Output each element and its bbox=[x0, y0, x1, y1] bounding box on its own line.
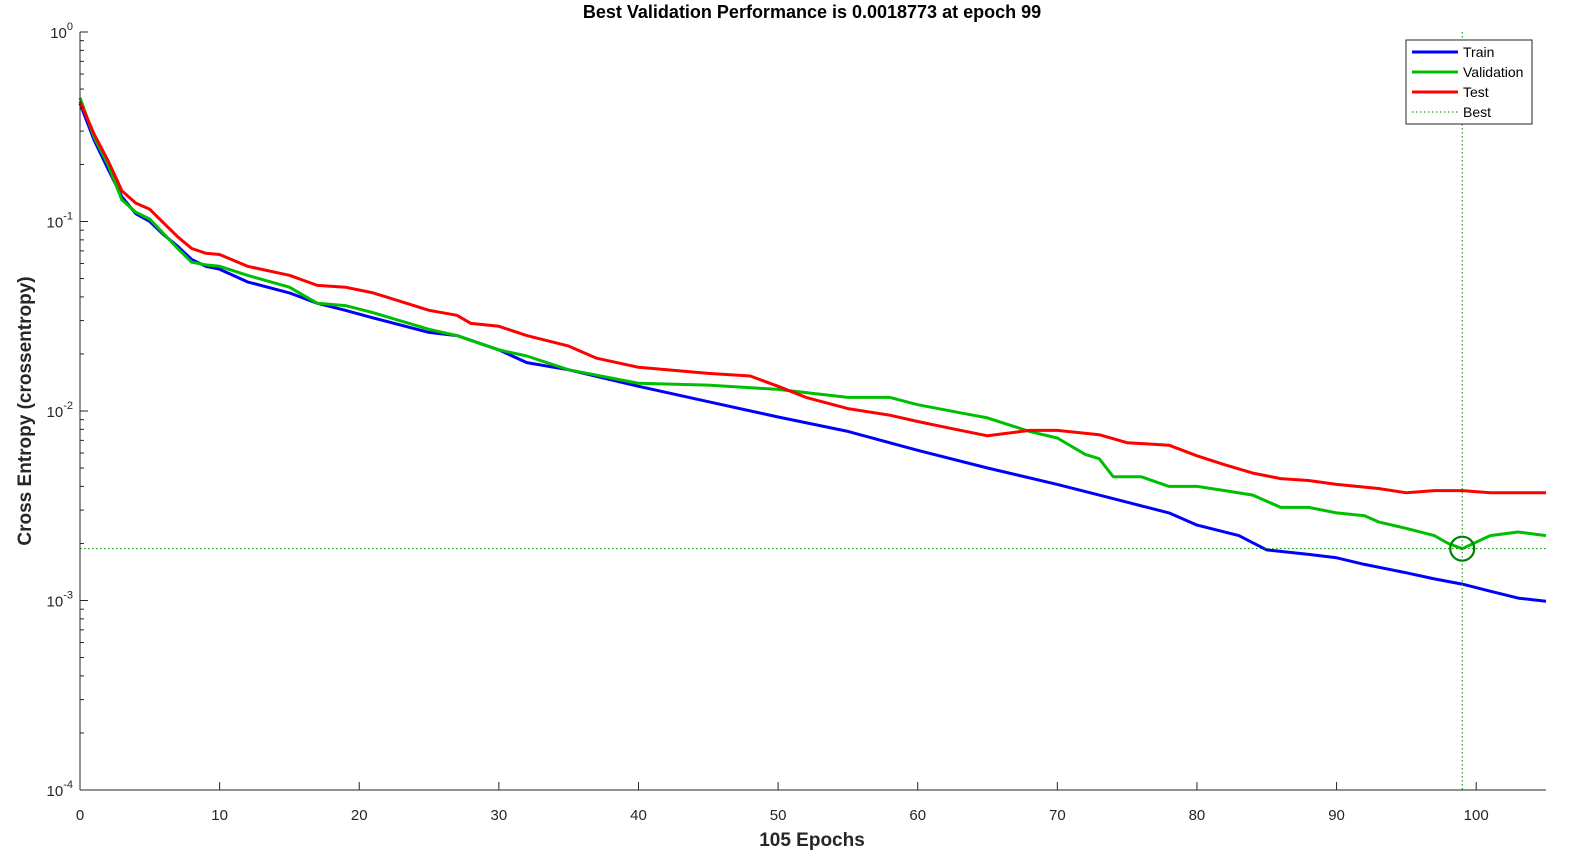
y-tick-label: 10-3 bbox=[47, 590, 73, 611]
best-marker-layer bbox=[80, 32, 1546, 790]
series-line-train bbox=[78, 102, 1547, 603]
x-tick-label: 60 bbox=[909, 807, 926, 824]
series-line-validation bbox=[78, 97, 1547, 551]
x-tick-label: 0 bbox=[76, 807, 84, 824]
y-ticks: 100 10-1 10-2 10-3 10-4 bbox=[47, 21, 88, 800]
chart-title: Best Validation Performance is 0.0018773… bbox=[583, 2, 1041, 22]
legend: Train Validation Test Best bbox=[1405, 39, 1533, 125]
x-axis-title: 105 Epochs bbox=[759, 830, 865, 851]
x-tick-label: 20 bbox=[351, 807, 368, 824]
y-tick-label: 10-1 bbox=[47, 211, 73, 232]
y-axis-title: Cross Entropy (crossentropy) bbox=[15, 276, 36, 545]
x-tick-label: 70 bbox=[1049, 807, 1066, 824]
x-tick-label: 30 bbox=[491, 807, 508, 824]
x-tick-label: 50 bbox=[770, 807, 787, 824]
legend-label-validation: Validation bbox=[1463, 64, 1523, 80]
legend-label-train: Train bbox=[1463, 44, 1494, 60]
series-layer bbox=[78, 97, 1547, 603]
plot-area bbox=[80, 32, 1546, 790]
x-ticks: 0 10 20 30 40 50 60 70 80 90 100 bbox=[76, 782, 1489, 824]
legend-box bbox=[1405, 39, 1533, 125]
x-tick-label: 90 bbox=[1328, 807, 1345, 824]
y-tick-label: 10-2 bbox=[47, 400, 73, 421]
legend-label-test: Test bbox=[1463, 84, 1489, 100]
x-tick-label: 100 bbox=[1464, 807, 1489, 824]
best-point-circle bbox=[1449, 535, 1476, 562]
x-tick-label: 10 bbox=[211, 807, 228, 824]
y-tick-label: 10-4 bbox=[47, 779, 73, 800]
legend-label-best: Best bbox=[1463, 104, 1491, 120]
x-tick-label: 40 bbox=[630, 807, 647, 824]
y-tick-label: 100 bbox=[50, 21, 73, 42]
x-tick-label: 80 bbox=[1189, 807, 1206, 824]
plot-background bbox=[80, 32, 1546, 790]
series-line-test bbox=[78, 100, 1546, 495]
